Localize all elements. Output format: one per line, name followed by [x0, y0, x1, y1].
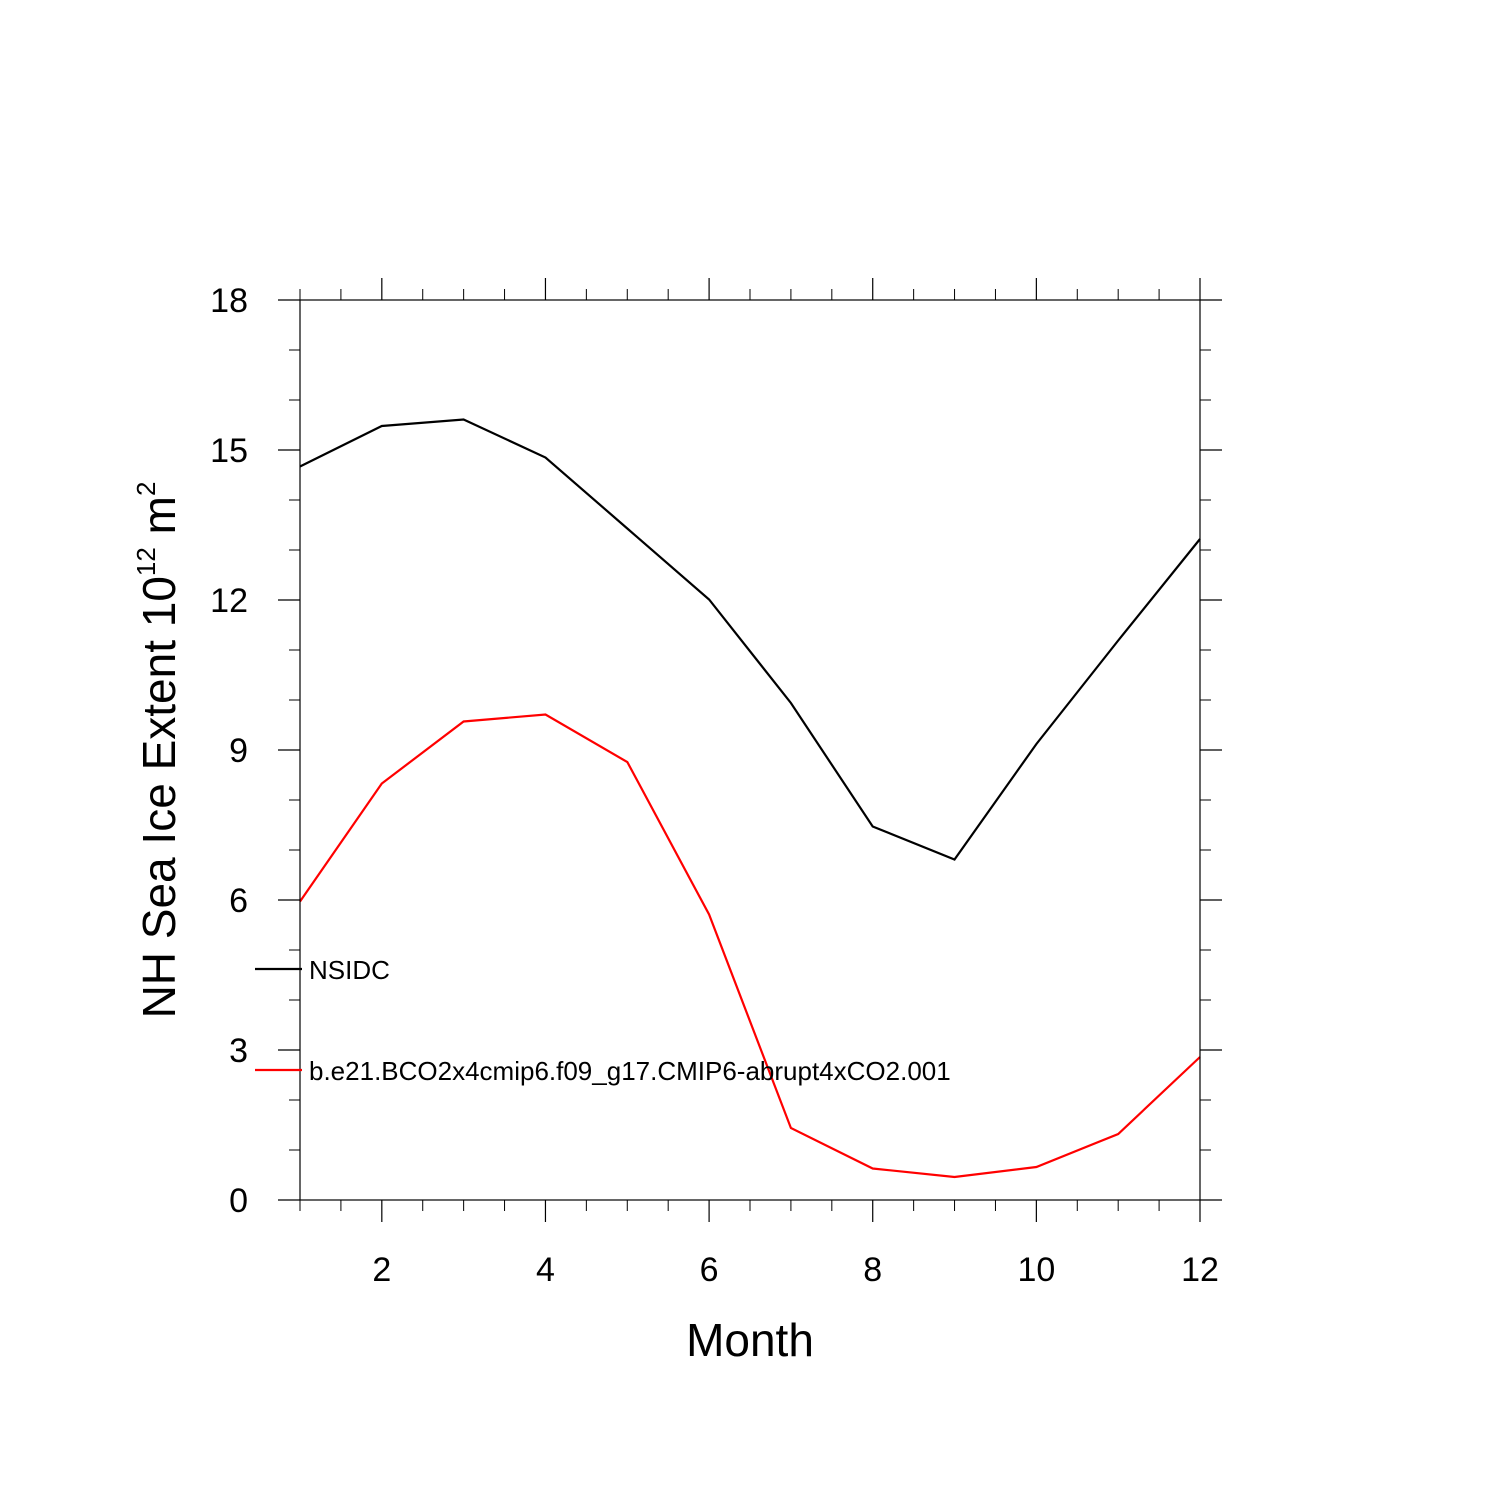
- y-tick-label: 3: [229, 1032, 248, 1070]
- legend: NSIDC b.e21.BCO2x4cmip6.f09_g17.CMIP6-abr…: [255, 955, 951, 1086]
- legend-label-1: NSIDC: [309, 955, 390, 985]
- y-axis-title-unit: m: [133, 496, 185, 547]
- series-line-1: [299, 418, 1201, 861]
- y-axis-title-exp: 12: [131, 547, 161, 576]
- x-tick-label: 12: [1181, 1251, 1219, 1289]
- x-tick-label: 10: [1017, 1251, 1055, 1289]
- y-tick-label: 12: [210, 582, 248, 620]
- legend-label-2: b.e21.BCO2x4cmip6.f09_g17.CMIP6-abrupt4x…: [309, 1056, 951, 1086]
- y-tick-label: 0: [229, 1182, 248, 1220]
- y-axis-title: NH Sea Ice Extent 1012 m2: [131, 482, 185, 1019]
- x-tick-label: 4: [536, 1251, 555, 1289]
- major-ticks: [278, 278, 1222, 1222]
- x-axis-title: Month: [686, 1314, 814, 1366]
- tick-labels: 2 4 6 8 10 12 0 3 6 9 12 15 18: [210, 282, 1219, 1289]
- plot-frame: [299, 299, 1201, 1201]
- series-lines: [299, 418, 1201, 1179]
- series-line-2: [299, 713, 1201, 1179]
- y-tick-label: 15: [210, 432, 248, 470]
- minor-ticks: [289, 289, 1211, 1211]
- y-tick-label: 6: [229, 882, 248, 920]
- y-axis-title-unit-exp: 2: [131, 482, 161, 496]
- y-tick-label: 9: [229, 732, 248, 770]
- x-tick-label: 6: [700, 1251, 719, 1289]
- x-tick-label: 8: [863, 1251, 882, 1289]
- x-tick-label: 2: [372, 1251, 391, 1289]
- y-axis-title-main: NH Sea Ice Extent 10: [133, 576, 185, 1018]
- y-tick-label: 18: [210, 282, 248, 320]
